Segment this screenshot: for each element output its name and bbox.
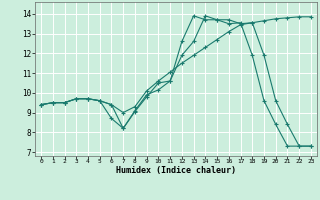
- X-axis label: Humidex (Indice chaleur): Humidex (Indice chaleur): [116, 166, 236, 175]
